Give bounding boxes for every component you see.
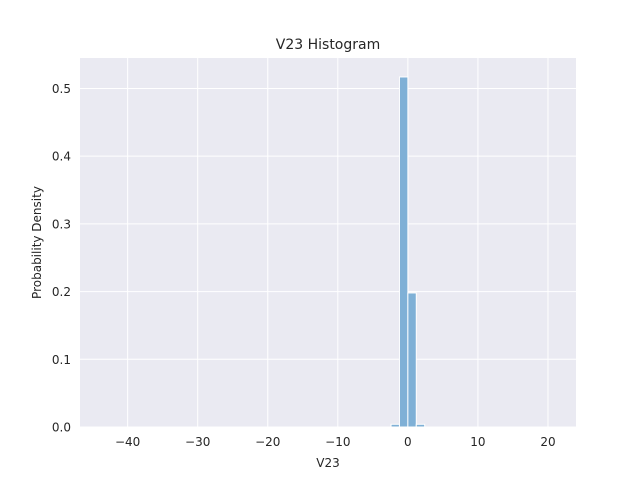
x-tick-label: −30: [185, 435, 210, 449]
histogram-bar: [398, 76, 409, 428]
x-tick-label: −40: [115, 435, 140, 449]
y-tick-label: 0.2: [52, 285, 71, 299]
y-tick-label: 0.4: [52, 150, 71, 164]
x-axis-ticks: −40 −30 −20 −10 0 10 20: [115, 435, 556, 449]
histogram-bar: [415, 423, 426, 428]
y-axis-ticks: 0.0 0.1 0.2 0.3 0.4 0.5: [52, 82, 71, 435]
x-tick-label: −20: [255, 435, 280, 449]
y-tick-label: 0.5: [52, 82, 71, 96]
y-tick-label: 0.0: [52, 421, 71, 435]
y-axis-label: Probability Density: [30, 186, 44, 299]
histogram-bar: [407, 292, 417, 428]
x-axis-label: V23: [316, 456, 339, 470]
plot-area: [80, 58, 576, 427]
chart-title: V23 Histogram: [276, 37, 380, 53]
x-tick-label: −10: [325, 435, 350, 449]
x-tick-label: 0: [404, 435, 412, 449]
y-tick-label: 0.3: [52, 217, 71, 231]
x-tick-label: 20: [540, 435, 555, 449]
histogram-bars: [390, 76, 426, 428]
histogram-bar: [390, 423, 400, 428]
y-tick-label: 0.1: [52, 353, 71, 367]
x-tick-label: 10: [470, 435, 485, 449]
